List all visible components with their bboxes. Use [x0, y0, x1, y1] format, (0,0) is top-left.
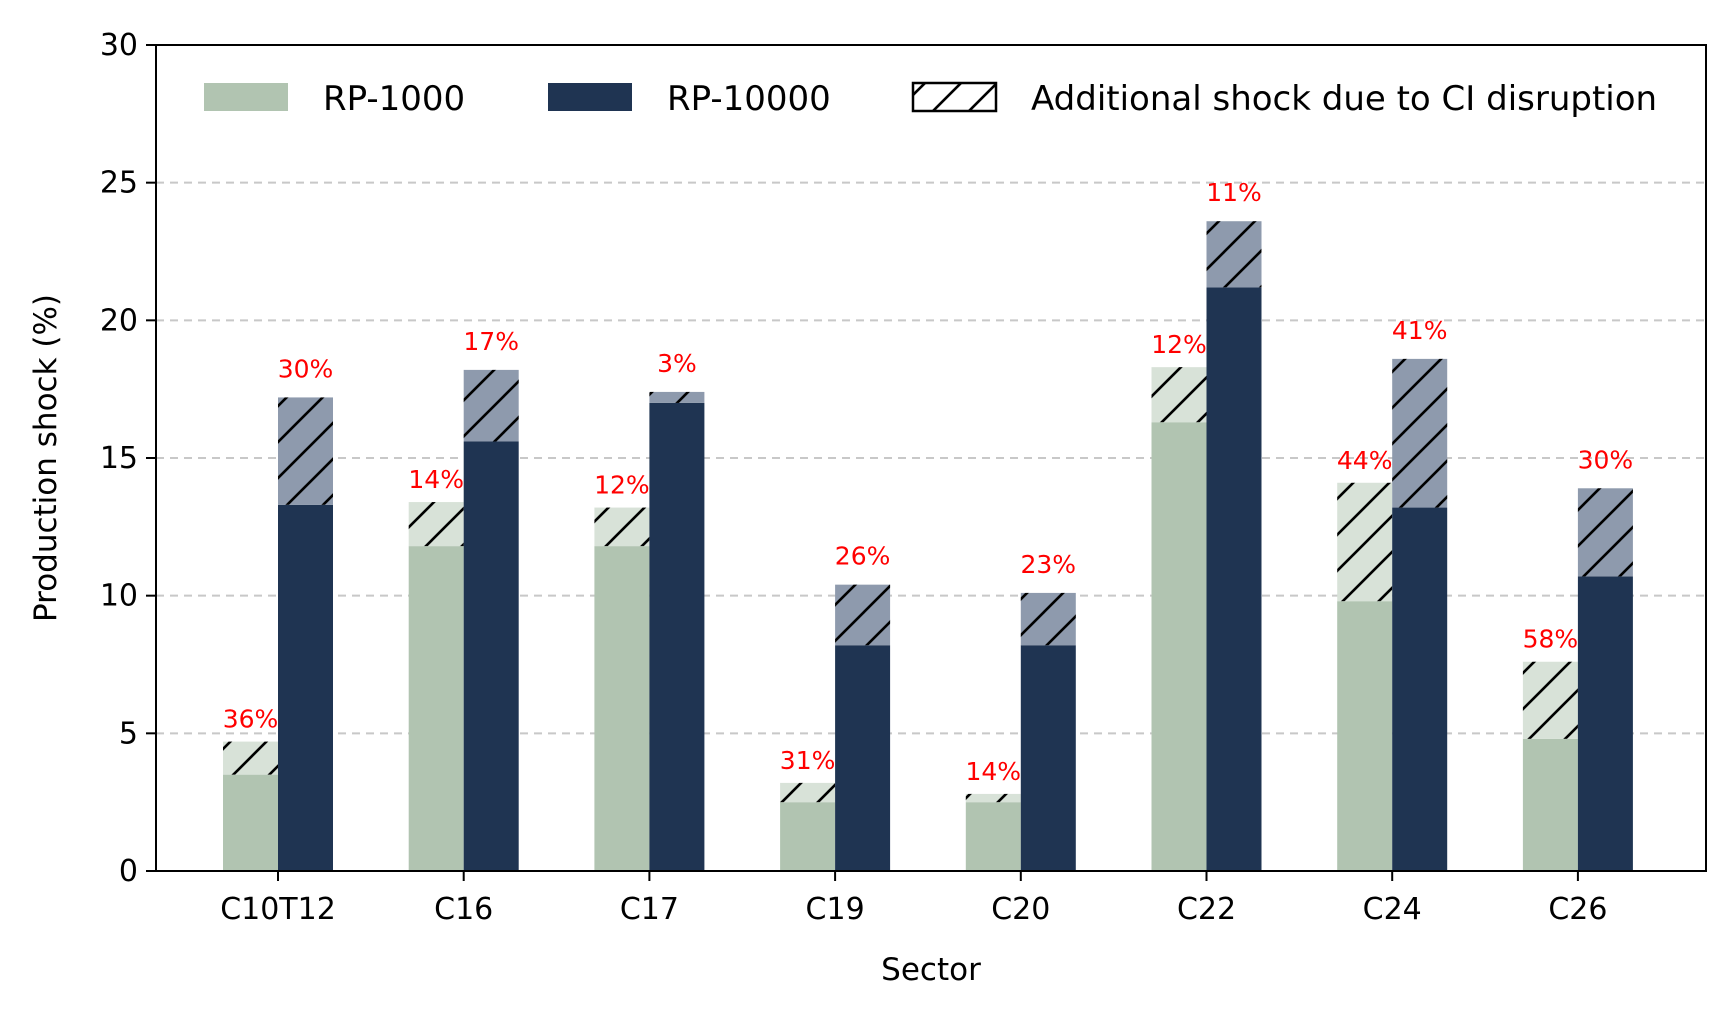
rp10000-base-bar — [1020, 645, 1076, 871]
rp10000-additional-hatch — [1577, 488, 1633, 577]
legend-swatch-additional — [911, 81, 998, 113]
rp1000-percent-label: 12% — [594, 471, 650, 500]
rp1000-additional-hatch — [408, 502, 464, 547]
x-tick-label: C24 — [1363, 892, 1422, 927]
rp1000-base-bar — [1522, 738, 1578, 871]
rp1000-base-bar — [780, 802, 836, 871]
x-tick-label: C20 — [991, 892, 1050, 927]
rp1000-additional-hatch — [965, 793, 1021, 803]
rp1000-additional-hatch — [594, 507, 650, 547]
rp10000-percent-label: 11% — [1206, 178, 1262, 207]
rp10000-base-bar — [649, 402, 705, 871]
rp1000-base-bar — [408, 546, 464, 871]
rp10000-base-bar — [278, 504, 333, 871]
rp10000-base-bar — [1392, 507, 1448, 871]
rp10000-base-bar — [1206, 287, 1262, 871]
y-tick-label: 25 — [100, 166, 138, 201]
rp1000-percent-label: 14% — [408, 465, 464, 494]
rp10000-additional-hatch — [1392, 358, 1448, 508]
rp10000-percent-label: 30% — [278, 354, 334, 383]
percent-labels: 36% 30% 14% 17% 12% 3% 31% 26% 14% 23% 12% 11% 44% 41… — [223, 178, 1633, 786]
x-tick-label: C17 — [620, 892, 679, 927]
x-tick-label: C16 — [434, 892, 493, 927]
x-axis-title: Sector — [881, 952, 981, 988]
rp10000-percent-label: 26% — [835, 542, 891, 571]
rp1000-base-bar — [1337, 601, 1393, 871]
rp1000-additional-hatch — [223, 741, 278, 775]
rp1000-base-bar — [594, 546, 650, 871]
x-axis-ticks: C10T12 C16 C17 C19 C20 C22 C24 C26 — [220, 871, 1607, 927]
y-tick-label: 20 — [100, 303, 138, 338]
legend-label-rp1000: RP-1000 — [323, 79, 465, 119]
rp1000-percent-label: 14% — [966, 757, 1022, 786]
rp10000-additional-hatch — [1206, 221, 1262, 288]
rp10000-percent-label: 3% — [657, 349, 697, 378]
rp10000-additional-hatch — [649, 391, 705, 403]
rp1000-base-bar — [1151, 422, 1207, 871]
y-tick-label: 0 — [119, 854, 138, 889]
legend-label-additional: Additional shock due to CI disruption — [1031, 79, 1657, 119]
rp10000-percent-label: 41% — [1392, 316, 1448, 345]
y-tick-label: 15 — [100, 441, 138, 476]
rp10000-base-bar — [463, 441, 519, 871]
legend-swatch-rp1000 — [204, 83, 288, 111]
rp10000-additional-hatch — [463, 369, 519, 442]
rp1000-percent-label: 36% — [223, 705, 279, 734]
y-axis-title: Production shock (%) — [28, 294, 64, 622]
rp1000-base-bar — [223, 774, 278, 871]
rp10000-percent-label: 23% — [1021, 550, 1077, 579]
rp10000-percent-label: 17% — [463, 327, 519, 356]
rp1000-additional-hatch — [780, 782, 836, 803]
rp1000-percent-label: 44% — [1337, 446, 1393, 475]
legend: RP-1000 RP-10000 Additional shock due to… — [204, 79, 1657, 119]
gridlines — [156, 181, 1706, 735]
rp1000-base-bar — [965, 802, 1021, 871]
legend-label-rp10000: RP-10000 — [667, 79, 831, 119]
y-tick-label: 30 — [100, 28, 138, 63]
x-tick-label: C10T12 — [220, 892, 336, 927]
rp1000-percent-label: 31% — [780, 746, 836, 775]
rp10000-additional-hatch — [835, 584, 891, 646]
rp10000-additional-hatch — [278, 397, 333, 505]
rp1000-percent-label: 12% — [1151, 330, 1207, 359]
rp10000-base-bar — [1577, 576, 1633, 871]
rp1000-additional-hatch — [1522, 661, 1578, 739]
rp10000-base-bar — [835, 645, 891, 871]
y-axis-ticks: 0 5 10 15 20 25 30 — [100, 28, 156, 889]
x-tick-label: C19 — [806, 892, 865, 927]
rp1000-additional-hatch — [1151, 367, 1207, 423]
x-tick-label: C26 — [1548, 892, 1607, 927]
y-tick-label: 5 — [119, 716, 138, 751]
x-tick-label: C22 — [1177, 892, 1236, 927]
rp1000-percent-label: 58% — [1523, 625, 1579, 654]
rp1000-additional-hatch — [1337, 482, 1393, 602]
y-tick-label: 10 — [100, 579, 138, 614]
rp10000-additional-hatch — [1020, 592, 1076, 646]
rp10000-percent-label: 30% — [1578, 445, 1634, 474]
bars — [223, 221, 1633, 871]
legend-swatch-rp10000 — [548, 83, 632, 111]
